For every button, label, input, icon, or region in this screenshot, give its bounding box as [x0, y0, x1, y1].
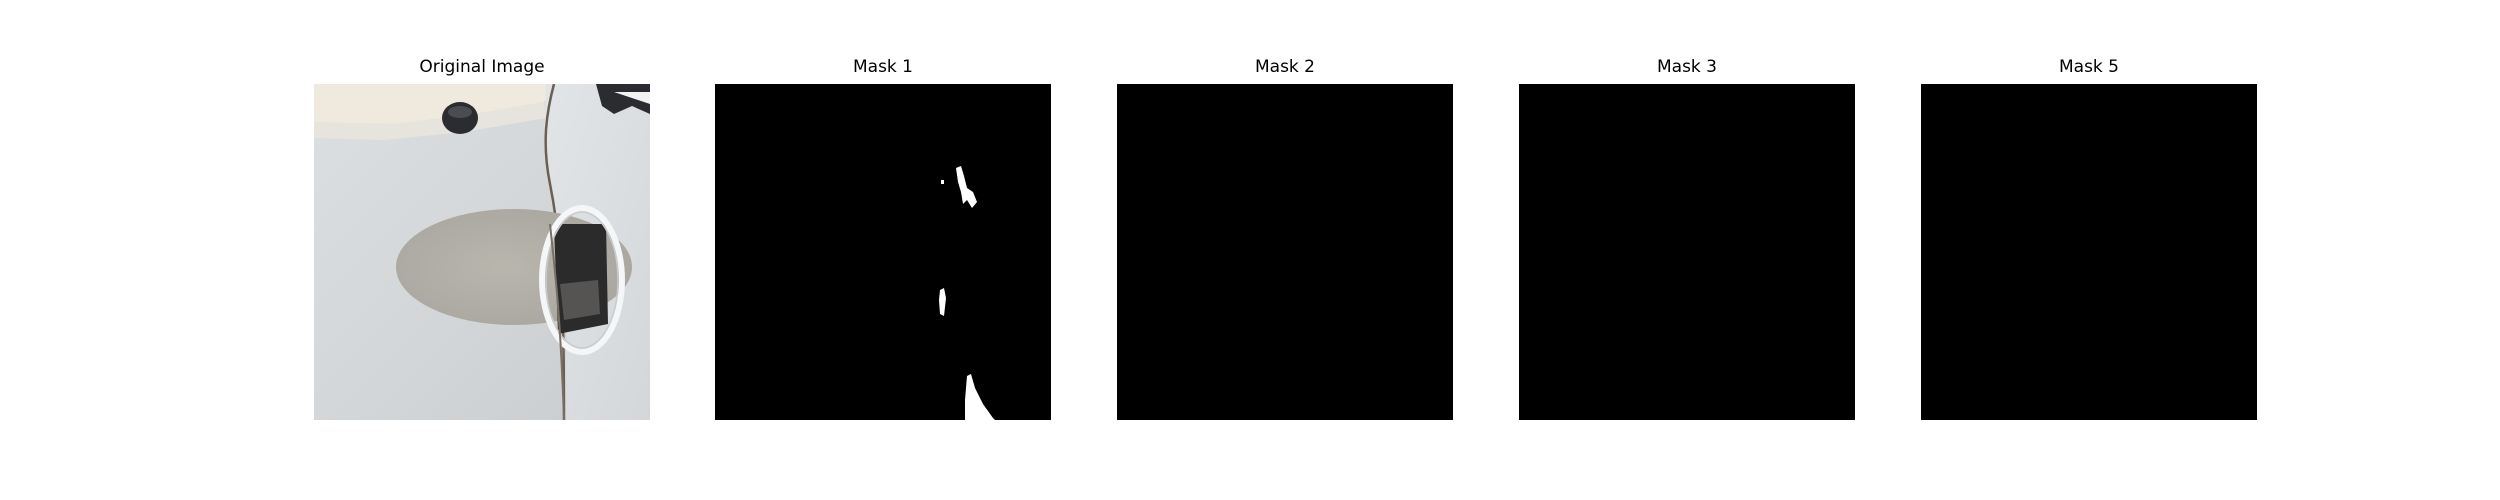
panel-title: Mask 5	[2058, 57, 2119, 77]
panel-title: Original Image	[419, 57, 545, 77]
panel-title: Mask 3	[1656, 57, 1717, 77]
mask-1-regions	[939, 166, 995, 420]
panel-title: Mask 2	[1254, 57, 1315, 77]
panel-title: Mask 1	[852, 57, 913, 77]
mask-2-image	[1117, 84, 1453, 420]
mask-1-image	[715, 84, 1051, 420]
mask-3-image	[1519, 84, 1855, 420]
mask-5-image	[1921, 84, 2257, 420]
original-photo	[314, 84, 650, 420]
